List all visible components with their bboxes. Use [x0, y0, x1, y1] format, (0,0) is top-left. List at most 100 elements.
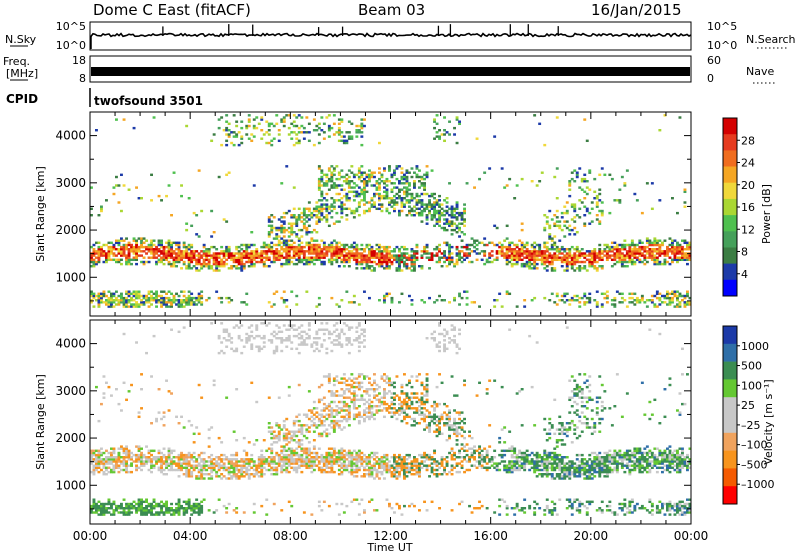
velocity-cell	[302, 458, 306, 461]
power-cell	[325, 203, 329, 206]
velocity-cell	[297, 351, 301, 355]
velocity-cell	[327, 337, 331, 340]
power-cell	[322, 197, 326, 200]
power-cell	[583, 190, 587, 194]
power-cell	[127, 301, 131, 304]
power-cell	[598, 222, 602, 225]
power-cell	[668, 296, 672, 300]
power-cell	[187, 243, 191, 247]
velocity-cell	[235, 473, 239, 476]
power-cell	[465, 182, 469, 185]
power-cell	[317, 258, 321, 262]
power-cell	[448, 224, 451, 228]
velocity-cell	[307, 458, 311, 461]
power-cell	[122, 296, 126, 300]
power-cell	[438, 203, 441, 206]
power-cell	[573, 269, 577, 272]
power-cell	[375, 262, 379, 266]
power-cell	[373, 250, 376, 253]
velocity-cell	[295, 415, 299, 419]
power-cell	[565, 209, 569, 213]
power-cell	[668, 301, 672, 304]
velocity-cell	[177, 458, 181, 461]
velocity-cell	[155, 504, 158, 508]
power-cell	[663, 239, 667, 242]
power-cell	[345, 218, 349, 221]
power-cell	[117, 260, 121, 264]
velocity-cell	[287, 334, 291, 338]
power-cell	[315, 239, 319, 242]
power-cell	[282, 250, 286, 253]
velocity-cell	[242, 436, 246, 440]
power-cell	[568, 188, 572, 191]
power-cell	[327, 124, 331, 128]
power-cell	[520, 265, 524, 268]
power-cell	[525, 243, 529, 247]
power-cell	[543, 254, 547, 257]
velocity-cell	[100, 460, 103, 463]
velocity-cell	[130, 502, 133, 506]
velocity-cell	[340, 345, 344, 348]
power-cell	[625, 169, 629, 172]
power-cell	[565, 226, 569, 230]
velocity-cell	[125, 447, 128, 450]
power-cell	[588, 265, 592, 268]
power-cell	[195, 299, 199, 302]
power-cell	[235, 135, 239, 138]
velocity-cell	[332, 449, 336, 453]
power-cell	[378, 188, 381, 191]
power-cell	[127, 243, 131, 247]
power-cell	[257, 252, 261, 255]
power-cell	[585, 301, 589, 304]
power-cell	[352, 173, 356, 177]
velocity-cell	[210, 477, 214, 480]
power-cell	[320, 194, 324, 198]
velocity-cell	[315, 456, 319, 459]
velocity-cell	[190, 507, 194, 510]
power-cell	[290, 239, 294, 242]
power-cell	[325, 207, 329, 211]
power-cell	[242, 243, 246, 247]
velocity-cell	[97, 458, 101, 461]
velocity-cell	[97, 451, 101, 455]
power-cell	[342, 135, 346, 138]
velocity-cell	[272, 436, 276, 440]
velocity-cell	[330, 413, 334, 416]
power-cell	[335, 220, 339, 223]
velocity-cell	[292, 453, 296, 457]
power-cell	[315, 207, 319, 211]
velocity-cell	[152, 504, 156, 508]
power-cell	[115, 290, 118, 293]
power-cell	[558, 226, 562, 230]
velocity-cell	[337, 332, 341, 336]
power-cell	[330, 241, 334, 245]
power-cell	[530, 258, 534, 262]
power-cell	[423, 252, 426, 255]
power-cell	[425, 222, 429, 225]
velocity-cell	[315, 424, 319, 427]
power-cell	[473, 245, 476, 249]
velocity-cell	[265, 458, 269, 461]
power-cell	[535, 267, 539, 270]
power-cell	[408, 199, 411, 202]
power-cell	[433, 197, 436, 200]
power-cell	[440, 133, 444, 136]
power-cell	[277, 250, 281, 253]
power-cell	[340, 211, 344, 215]
power-cell	[332, 133, 336, 136]
power-cell	[505, 250, 509, 253]
power-cell	[578, 267, 582, 270]
power-cell	[595, 252, 599, 255]
velocity-cell	[197, 511, 201, 514]
velocity-cell	[97, 504, 101, 508]
power-cell	[322, 260, 326, 264]
velocity-cell	[265, 460, 269, 463]
velocity-cell	[280, 445, 284, 448]
power-cell	[345, 139, 349, 143]
velocity-cell	[232, 458, 236, 461]
power-cell	[205, 254, 209, 257]
velocity-cell	[280, 466, 284, 470]
colorbar-segment	[723, 198, 737, 216]
power-cell	[415, 243, 419, 247]
power-cell	[150, 299, 153, 302]
